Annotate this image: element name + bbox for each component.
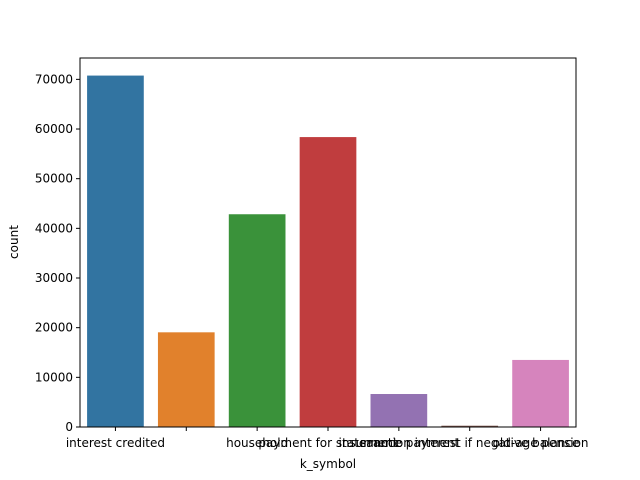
x-axis-label: k_symbol — [300, 457, 356, 471]
y-tick-label: 40000 — [35, 221, 73, 235]
x-tick-label: sanction interest if negative balance — [360, 436, 579, 450]
y-tick-label: 70000 — [35, 72, 73, 86]
bar — [87, 75, 144, 427]
bars-group — [87, 75, 569, 427]
y-tick-label: 60000 — [35, 122, 73, 136]
bar — [370, 394, 428, 427]
x-tick-label: payment for statement — [258, 436, 398, 450]
x-tick-label: household — [226, 436, 288, 450]
x-tick-label: old-age pension — [493, 436, 589, 450]
x-tick-label: interest credited — [66, 436, 165, 450]
y-tick-label: 0 — [65, 420, 73, 434]
y-tick-label: 20000 — [35, 321, 73, 335]
y-axis: 0 10000 20000 30000 40000 50000 60000 70000 — [35, 72, 80, 434]
y-tick-label: 10000 — [35, 370, 73, 384]
y-axis-label: count — [7, 225, 21, 259]
bar — [441, 425, 499, 427]
bar — [228, 214, 286, 427]
x-tick-label: insurrance payment — [339, 436, 460, 450]
y-tick-label: 30000 — [35, 271, 73, 285]
bar — [512, 359, 569, 427]
bar — [157, 332, 215, 427]
bar — [299, 137, 357, 427]
y-tick-label: 50000 — [35, 172, 73, 186]
